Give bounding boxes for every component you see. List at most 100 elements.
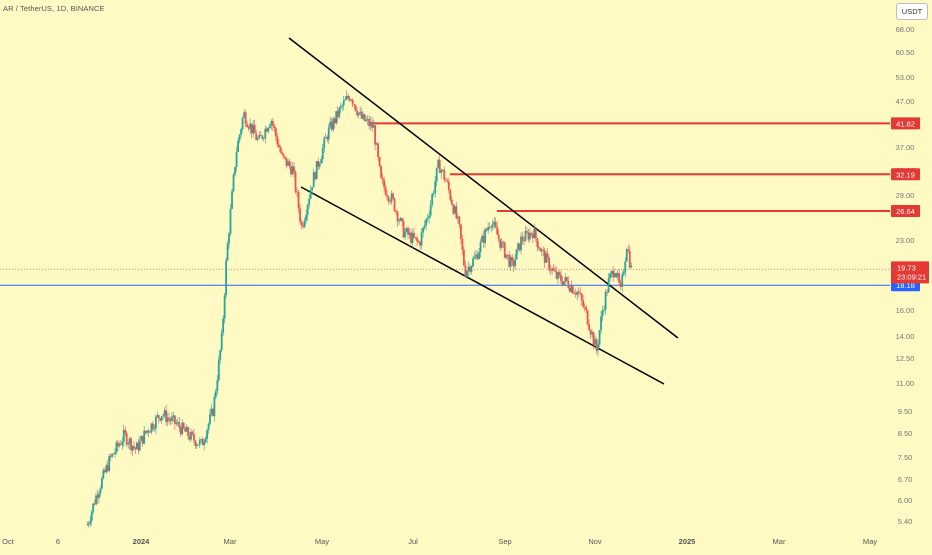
candle-body: [414, 237, 417, 239]
candle-body: [181, 422, 184, 435]
candle-body: [109, 456, 112, 458]
candle-body: [296, 191, 298, 193]
candle-body: [571, 286, 574, 294]
candle-body: [404, 231, 406, 238]
candle-body: [244, 112, 247, 125]
last-price-tag: [891, 261, 929, 284]
candle-body: [246, 124, 249, 128]
candle-body: [204, 438, 207, 443]
candle-body: [622, 272, 625, 275]
candle-body: [467, 266, 470, 272]
candle-body: [90, 511, 93, 521]
candle-body: [290, 166, 292, 175]
candle-body: [360, 111, 363, 119]
candle-body: [530, 232, 533, 235]
candle-body: [529, 232, 531, 240]
candle-body: [612, 270, 615, 278]
candle-body: [610, 270, 613, 274]
candle-body: [472, 258, 474, 267]
candle-body: [108, 456, 111, 472]
x-tick-label: Nov: [588, 537, 602, 546]
candle-body: [150, 423, 153, 432]
candle-body: [520, 236, 522, 251]
candle-body: [561, 281, 564, 285]
candle-body: [410, 232, 412, 243]
candle-body: [201, 439, 204, 446]
price-level-tag: [891, 168, 920, 181]
candle-body: [291, 166, 294, 175]
candle-body: [265, 128, 268, 132]
candle-body: [162, 415, 165, 417]
price-level-value: 32.19: [896, 170, 915, 179]
candle-body: [112, 453, 115, 455]
candle-body: [281, 152, 283, 154]
candle-body: [615, 273, 618, 278]
candle-body: [87, 523, 90, 525]
candle-body: [171, 417, 173, 422]
candle-body: [197, 444, 200, 446]
candle-body: [399, 218, 402, 221]
candle-body: [309, 190, 312, 199]
x-tick-label: Jul: [408, 537, 418, 546]
price-level-value: 18.18: [896, 281, 915, 290]
candle-body: [268, 125, 271, 128]
y-tick-label: 37.00: [896, 143, 915, 152]
y-tick-label: 6.00: [898, 496, 913, 505]
candle-body: [577, 291, 580, 294]
candle-body: [542, 249, 545, 251]
candle-body: [339, 106, 342, 109]
candle-body: [210, 408, 213, 415]
y-tick-label: 6.70: [898, 475, 913, 484]
candle-body: [371, 121, 374, 128]
candle-body: [461, 238, 464, 250]
candle-body: [341, 105, 344, 107]
candle-body: [194, 440, 197, 447]
candle-body: [133, 446, 135, 448]
candle-body: [351, 99, 354, 105]
candle-body: [527, 232, 530, 240]
countdown-timer: 23:09:21: [897, 272, 926, 281]
candle-body: [342, 100, 345, 106]
candle-body: [241, 117, 244, 130]
candle-body: [276, 136, 279, 145]
currency-button[interactable]: USDT: [896, 3, 928, 20]
candle-body: [102, 470, 105, 479]
candle-body: [138, 440, 141, 451]
y-tick-label: 5.40: [898, 517, 913, 526]
candle-body: [476, 254, 479, 260]
candle-body: [229, 208, 232, 234]
candle-body: [490, 227, 493, 228]
candle-body: [546, 253, 549, 258]
candle-body: [111, 453, 113, 457]
candle-body: [115, 442, 118, 453]
candle-body: [213, 397, 216, 417]
candle-body: [311, 187, 314, 191]
price-level-value: 41.82: [896, 119, 915, 128]
candle-body: [279, 147, 282, 153]
candle-body: [190, 431, 192, 440]
candle-body: [134, 447, 137, 450]
y-tick-label: 7.50: [898, 453, 913, 462]
candle-body: [628, 250, 631, 268]
candle-body: [312, 172, 315, 188]
x-tick-label: 6: [56, 537, 60, 546]
candle-body: [375, 143, 378, 145]
candle-body: [231, 191, 233, 209]
candle-body: [338, 108, 341, 117]
candle-body: [392, 193, 394, 199]
candle-body: [543, 250, 546, 263]
candle-body: [405, 228, 408, 232]
candle-body: [259, 135, 262, 136]
candle-body: [494, 221, 497, 228]
candle-body: [604, 291, 607, 310]
candle-body: [514, 259, 517, 267]
candle-body: [533, 228, 536, 239]
candle-body: [220, 332, 223, 351]
candle-body: [154, 416, 157, 429]
candle-body: [464, 265, 467, 277]
candle-body: [92, 503, 95, 512]
candle-body: [369, 121, 372, 127]
candle-body: [357, 112, 360, 116]
